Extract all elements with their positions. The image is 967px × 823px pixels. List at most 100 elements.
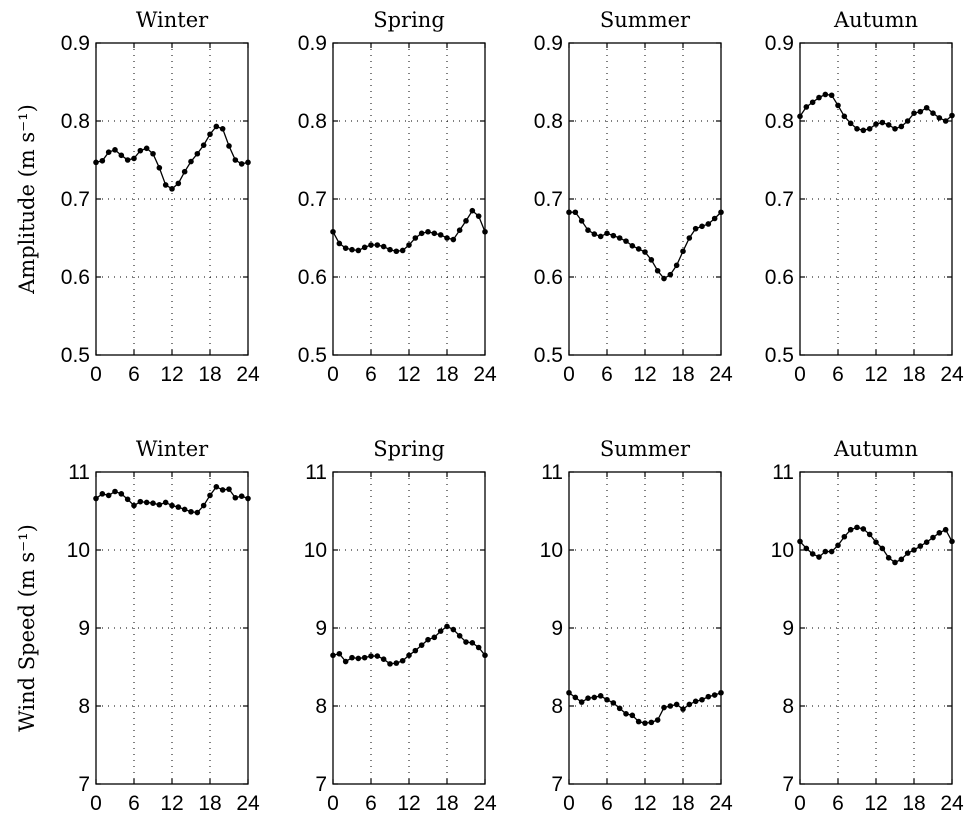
y-tick-label: 10 (304, 539, 327, 562)
y-tick-label: 8 (78, 695, 90, 718)
data-point (860, 127, 867, 134)
data-point (175, 180, 182, 187)
y-tick-label: 0.7 (298, 188, 327, 211)
data-point (93, 159, 99, 166)
data-point (623, 238, 629, 244)
y-tick-label: 11 (772, 461, 794, 484)
y-tick-label: 11 (541, 461, 563, 484)
x-tick-label: 6 (601, 792, 613, 815)
data-point (456, 227, 463, 233)
chart-panel-autumn-amplitude: 0 6 12 18 24 0.5 0.6 0.7 0.8 0.9 Autumn (765, 8, 964, 386)
data-point (816, 94, 822, 101)
data-point (112, 147, 118, 153)
data-point (475, 213, 482, 219)
data-point (482, 652, 488, 659)
data-point (680, 706, 686, 712)
data-point (892, 126, 898, 132)
data-point (245, 159, 251, 166)
data-point (654, 717, 661, 723)
y-tick-label: 0.8 (298, 110, 327, 133)
data-point (879, 545, 886, 552)
data-point (143, 499, 150, 506)
y-tick-label: 0.9 (765, 32, 794, 55)
data-point (463, 639, 469, 645)
data-point (661, 704, 667, 711)
data-point (368, 653, 374, 659)
y-tick-label: 0.6 (765, 266, 794, 289)
chart-panel-autumn-wind-speed: 0 6 12 18 24 7 8 9 10 11 Autumn (771, 437, 964, 815)
data-point (898, 123, 905, 130)
data-point (219, 126, 226, 132)
data-point (604, 230, 610, 237)
y-tick-label: 0.6 (534, 266, 563, 289)
data-point (705, 693, 712, 700)
y-tick-label: 8 (782, 695, 794, 718)
data-point (336, 240, 343, 247)
y-tick-label: 9 (315, 617, 327, 640)
data-point (374, 653, 381, 659)
data-point (673, 262, 680, 269)
data-point (450, 236, 457, 243)
y-tick-label: 7 (782, 773, 794, 796)
data-point (431, 230, 438, 237)
y-axis-label: Amplitude (m s⁻¹) (15, 104, 39, 295)
data-point (150, 150, 156, 157)
data-point (809, 551, 816, 557)
data-point (226, 143, 232, 149)
data-point (393, 660, 400, 666)
x-tick-label: 0 (563, 792, 575, 815)
data-point (828, 92, 835, 99)
data-point (238, 493, 245, 499)
y-tick-label: 10 (771, 539, 794, 562)
data-point (105, 149, 112, 155)
data-point (118, 491, 125, 497)
data-point (124, 496, 131, 503)
data-point (99, 157, 106, 164)
data-point (578, 699, 585, 705)
data-point (566, 689, 572, 696)
x-tick-label: 24 (236, 363, 260, 386)
data-point (342, 658, 349, 665)
panel-title: Spring (373, 8, 445, 32)
data-point (444, 235, 450, 241)
data-point (885, 555, 892, 561)
y-tick-label: 10 (540, 539, 563, 562)
data-point (923, 104, 930, 111)
y-tick-label: 0.5 (765, 344, 794, 367)
data-point (610, 700, 617, 706)
data-point (623, 711, 629, 717)
data-point (361, 244, 368, 251)
x-tick-label: 0 (794, 363, 806, 386)
data-point (809, 99, 816, 106)
data-point (686, 701, 693, 708)
data-point (699, 696, 705, 703)
data-point (803, 545, 810, 552)
y-tick-label: 0.6 (298, 266, 327, 289)
data-point (444, 623, 450, 630)
data-point (866, 126, 873, 132)
x-tick-label: 24 (940, 363, 964, 386)
data-point (578, 218, 585, 224)
panel-title: Summer (600, 8, 691, 32)
x-tick-label: 6 (832, 363, 844, 386)
data-point (604, 696, 610, 703)
data-point (380, 656, 387, 662)
data-point (635, 246, 642, 252)
x-tick-label: 18 (671, 792, 694, 815)
x-tick-label: 24 (473, 792, 497, 815)
y-tick-label: 11 (68, 461, 90, 484)
panel-title: Winter (136, 8, 209, 32)
y-tick-label: 10 (67, 539, 90, 562)
panel-title: Winter (136, 437, 209, 461)
y-tick-label: 0.7 (765, 188, 794, 211)
data-point (406, 242, 412, 248)
data-point (923, 539, 930, 545)
y-tick-label: 0.5 (61, 344, 90, 367)
data-point (418, 642, 425, 648)
panel-title: Autumn (833, 8, 918, 32)
x-tick-label: 24 (473, 363, 497, 386)
x-tick-label: 18 (198, 363, 221, 386)
data-point (873, 121, 879, 127)
data-point (226, 486, 232, 492)
